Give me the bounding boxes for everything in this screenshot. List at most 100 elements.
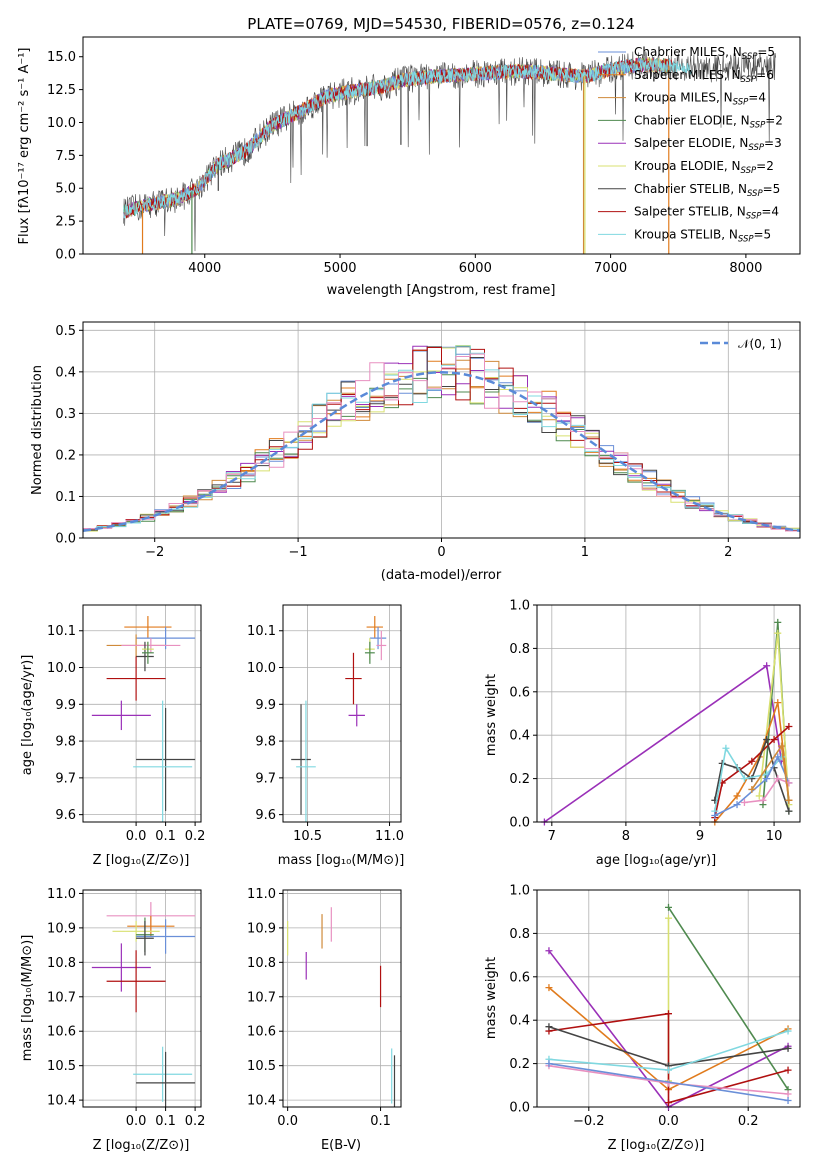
mass-vs-ebv-panel: 0.0 0.1 10.4 10.5 10.6 10.7 10.8 10.9 11.0 E(B-V… — [247, 887, 402, 1153]
x-tick-label: −0.2 — [573, 1114, 605, 1129]
spectrum-legend: Chabrier MILES, NSSP=5 Salpeter MILES, NS… — [598, 45, 783, 244]
weight-line — [667, 906, 789, 1091]
y-tick-label: 1.0 — [509, 884, 530, 899]
residual-histogram-panel: −2 −1 0 1 2 0.0 0.1 0.2 0.3 0.4 0.5 𝒩(0, 1) (data-m… — [30, 321, 801, 583]
x-tick-label: 8 — [622, 829, 630, 844]
y-tick-label: 9.6 — [255, 808, 276, 823]
axes-frame — [82, 889, 202, 1108]
y-tick-label: 10.4 — [247, 1094, 276, 1109]
data-point-marker — [711, 811, 719, 819]
y-tick-label: 7.5 — [55, 149, 76, 164]
x-tick-label: 1 — [581, 545, 589, 560]
data-point-marker — [748, 757, 756, 765]
data-point-marker — [784, 1044, 792, 1052]
data-point-marker — [545, 1060, 553, 1068]
data-point-marker — [722, 744, 730, 752]
data-point-marker — [665, 1066, 672, 1074]
residual-xlabel: (data-model)/error — [381, 568, 502, 583]
legend-label: Salpeter ELODIE, NSSP=3 — [634, 136, 782, 153]
y-tick-label: 10.6 — [47, 1025, 76, 1040]
data-point-marker — [774, 699, 782, 707]
x-tick-label: 0.0 — [277, 1114, 298, 1129]
legend-label: 𝒩(0, 1) — [738, 337, 782, 351]
data-point-marker — [748, 785, 756, 793]
y-tick-label: 0.1 — [55, 490, 76, 505]
weight-vs-age-panel: 7 8 9 10 0.0 0.2 0.4 0.6 0.8 1.0 age [log₁₀(age/y… — [484, 599, 801, 868]
data-point-marker — [784, 1096, 792, 1104]
x-tick-label: 0.2 — [185, 1114, 206, 1129]
y-tick-label: 9.9 — [55, 698, 76, 713]
axes-frame — [282, 889, 402, 1108]
x-tick-label: 0.0 — [126, 1114, 147, 1129]
data-point-marker — [774, 629, 782, 637]
y-tick-label: 2.5 — [55, 215, 76, 230]
age-vs-mass-xlabel: mass [log₁₀(M/M⊙)] — [278, 853, 405, 868]
y-tick-label: 10.7 — [247, 990, 276, 1005]
axes-frame — [536, 889, 801, 1108]
weight-vs-age-plot-area: 7 8 9 10 0.0 0.2 0.4 0.6 0.8 1.0 — [509, 599, 801, 844]
x-tick-label: 2 — [724, 545, 732, 560]
age-vs-metallicity-ylabel: age [log₁₀(age/yr)] — [20, 655, 35, 776]
legend-label: Kroupa STELIB, NSSP=5 — [634, 227, 771, 244]
x-tick-label: 6000 — [459, 261, 492, 276]
y-tick-label: 11.0 — [247, 887, 276, 902]
y-tick-label: 0.0 — [55, 248, 76, 263]
mass-vs-metallicity-xlabel: Z [log₁₀(Z/Z⊙)] — [93, 1138, 190, 1153]
data-point-marker — [665, 1010, 672, 1018]
y-tick-label: 11.0 — [47, 887, 76, 902]
y-tick-label: 5.0 — [55, 182, 76, 197]
weight-line — [543, 664, 783, 822]
y-tick-label: 10.8 — [47, 956, 76, 971]
weight-vs-metallicity-ylabel: mass weight — [484, 957, 499, 1039]
x-tick-label: 11.0 — [375, 829, 404, 844]
y-tick-label: 9.9 — [255, 698, 276, 713]
axes-frame — [82, 321, 801, 539]
legend-label: Salpeter MILES, NSSP=6 — [634, 68, 774, 85]
x-tick-label: 8000 — [729, 261, 762, 276]
x-tick-label: 0.2 — [185, 829, 206, 844]
x-tick-label: 0.1 — [370, 1114, 391, 1129]
weight-vs-metallicity-panel: −0.2 0.0 0.2 0.0 0.2 0.4 0.6 0.8 1.0 Z [log₁₀(Z/… — [484, 884, 801, 1153]
x-tick-label: 0.2 — [738, 1114, 759, 1129]
x-tick-label: 9 — [696, 829, 704, 844]
x-tick-label: 0.1 — [155, 829, 176, 844]
y-tick-label: 10.1 — [247, 624, 276, 639]
data-point-marker — [665, 903, 672, 911]
age-vs-metallicity-panel: 0.0 0.1 0.2 9.6 9.7 9.8 9.9 10.0 10.1 Z [log₁₀(Z… — [20, 604, 206, 868]
mass-vs-ebv-xlabel: E(B-V) — [321, 1138, 361, 1153]
age-vs-metallicity-plot-area: 0.0 0.1 0.2 9.6 9.7 9.8 9.9 10.0 10.1 — [47, 604, 206, 844]
y-tick-label: 0.4 — [509, 1014, 530, 1029]
legend-label: Kroupa ELODIE, NSSP=2 — [634, 159, 774, 176]
legend-label: Chabrier MILES, NSSP=5 — [634, 45, 775, 62]
mass-vs-metallicity-panel: 0.0 0.1 0.2 10.4 10.5 10.6 10.7 10.8 10.9 11.0 Z … — [20, 887, 205, 1153]
age-vs-metallicity-xlabel: Z [log₁₀(Z/Z⊙)] — [93, 853, 190, 868]
residual-ylabel: Normed distribution — [30, 365, 45, 495]
y-tick-label: 0.6 — [509, 685, 530, 700]
x-tick-label: 10.5 — [293, 829, 322, 844]
axes-frame — [536, 604, 801, 823]
data-point-marker — [777, 742, 785, 750]
axes-frame — [82, 36, 801, 255]
data-point-marker — [784, 1090, 792, 1098]
y-tick-label: 9.8 — [255, 735, 276, 750]
weight-vs-metallicity-plot-area: −0.2 0.0 0.2 0.0 0.2 0.4 0.6 0.8 1.0 — [509, 884, 801, 1129]
y-tick-label: 0.2 — [509, 1057, 530, 1072]
y-tick-label: 0.0 — [55, 532, 76, 547]
legend-label: Chabrier ELODIE, NSSP=2 — [634, 113, 783, 130]
y-tick-label: 0.5 — [55, 324, 76, 339]
mass-vs-ebv-plot-area: 0.0 0.1 10.4 10.5 10.6 10.7 10.8 10.9 11.0 — [247, 887, 402, 1129]
spectrum-plot-area: 4000 5000 6000 7000 8000 0.0 2.5 5.0 7.5 10.0 12.5… — [47, 36, 801, 276]
y-tick-label: 10.6 — [247, 1025, 276, 1040]
y-tick-label: 9.6 — [55, 808, 76, 823]
y-tick-label: 9.7 — [255, 771, 276, 786]
data-point-marker — [733, 792, 741, 800]
data-point-marker — [740, 798, 748, 806]
y-tick-label: 0.0 — [509, 1101, 530, 1116]
y-tick-label: 0.8 — [509, 642, 530, 657]
y-tick-label: 10.1 — [47, 624, 76, 639]
y-tick-label: 0.2 — [55, 448, 76, 463]
data-point-marker — [740, 775, 748, 783]
x-tick-label: 7000 — [594, 261, 627, 276]
y-tick-label: 10.9 — [47, 921, 76, 936]
